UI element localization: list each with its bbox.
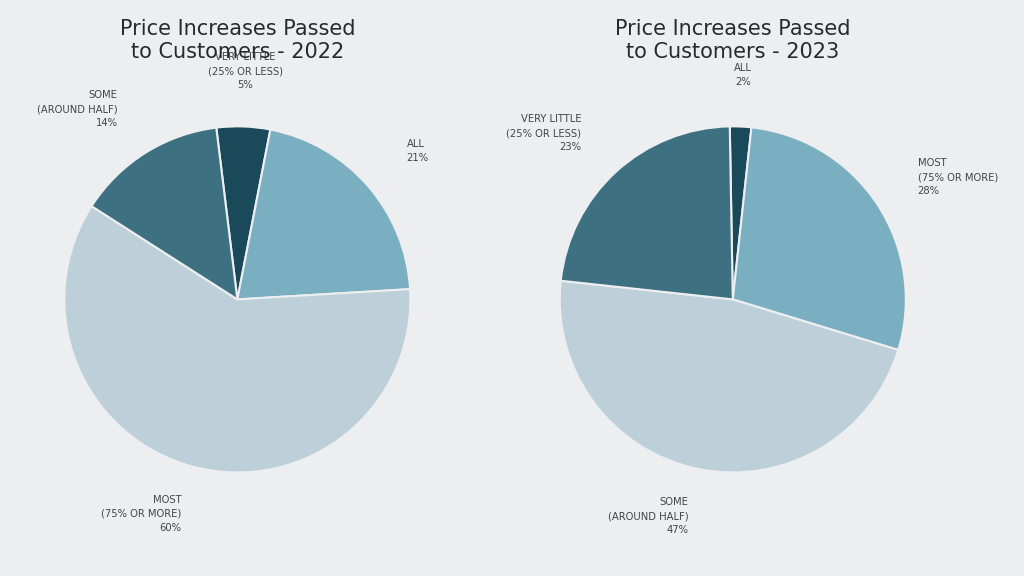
- Wedge shape: [733, 127, 906, 350]
- Text: VERY LITTLE
(25% OR LESS)
5%: VERY LITTLE (25% OR LESS) 5%: [208, 52, 283, 90]
- Wedge shape: [91, 128, 238, 300]
- Wedge shape: [561, 126, 733, 300]
- Text: SOME
(AROUND HALF)
14%: SOME (AROUND HALF) 14%: [37, 90, 118, 128]
- Wedge shape: [560, 281, 898, 472]
- Text: ALL
2%: ALL 2%: [734, 63, 752, 86]
- Text: SOME
(AROUND HALF)
47%: SOME (AROUND HALF) 47%: [607, 498, 688, 535]
- Text: ALL
21%: ALL 21%: [407, 139, 429, 163]
- Wedge shape: [730, 126, 752, 300]
- Text: MOST
(75% OR MORE)
28%: MOST (75% OR MORE) 28%: [918, 158, 998, 196]
- Text: VERY LITTLE
(25% OR LESS)
23%: VERY LITTLE (25% OR LESS) 23%: [506, 114, 581, 152]
- Title: Price Increases Passed
to Customers - 2023: Price Increases Passed to Customers - 20…: [615, 19, 851, 62]
- Wedge shape: [238, 130, 410, 300]
- Wedge shape: [65, 206, 411, 472]
- Wedge shape: [216, 126, 270, 300]
- Text: MOST
(75% OR MORE)
60%: MOST (75% OR MORE) 60%: [101, 495, 181, 533]
- Title: Price Increases Passed
to Customers - 2022: Price Increases Passed to Customers - 20…: [120, 19, 355, 62]
